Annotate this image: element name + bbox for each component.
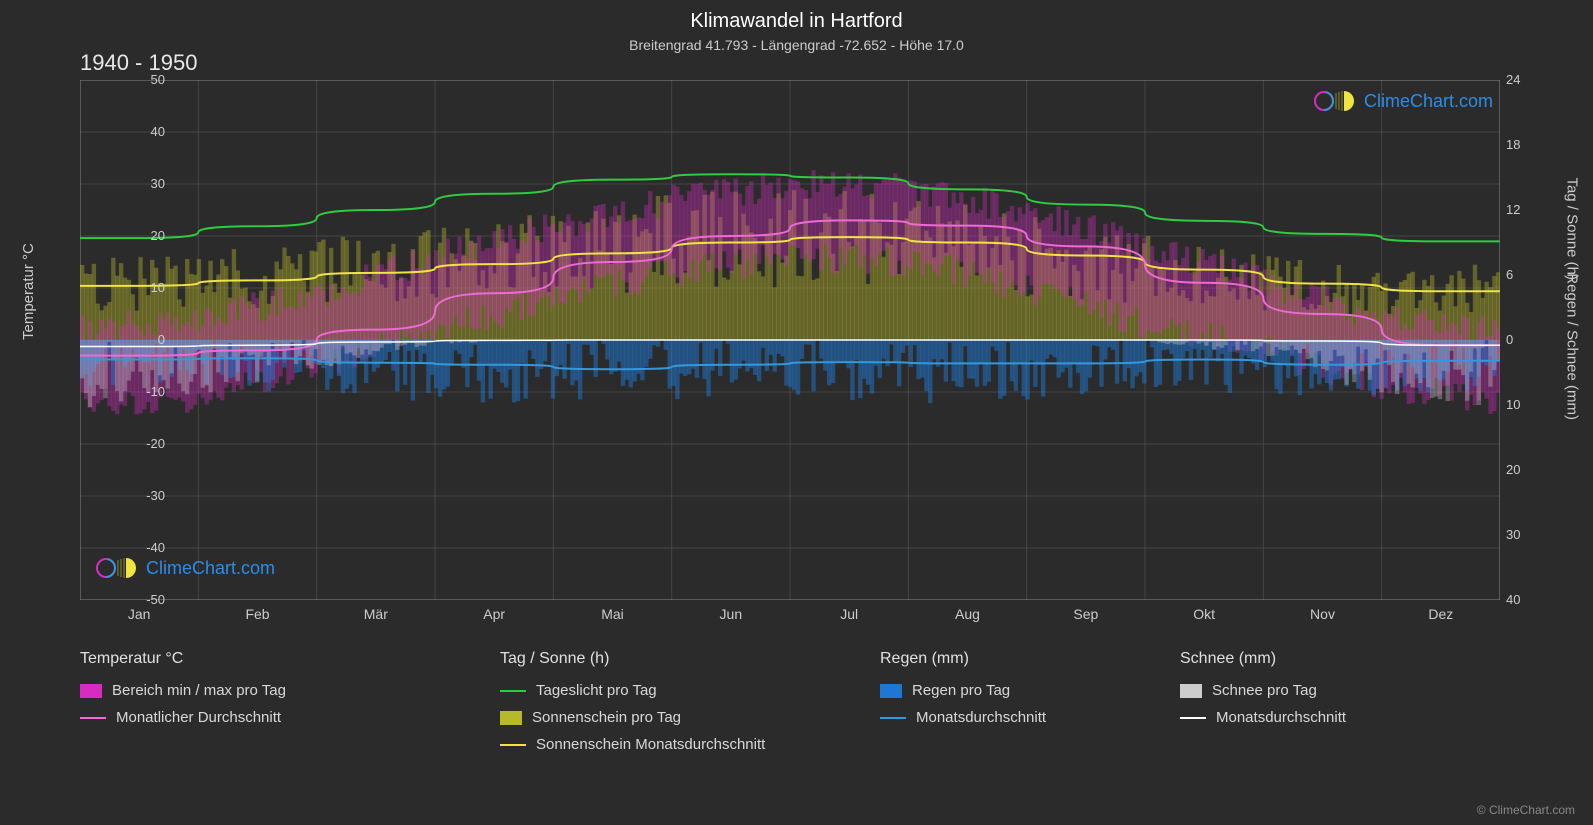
legend-swatch: [80, 717, 106, 719]
x-tick-month: Dez: [1428, 606, 1453, 622]
legend-item: Sonnenschein Monatsdurchschnitt: [500, 736, 880, 753]
legend-label: Tageslicht pro Tag: [536, 682, 657, 699]
legend-label: Schnee pro Tag: [1212, 682, 1317, 699]
brand-watermark-top: ClimeChart.com: [1314, 88, 1493, 114]
legend-col-rain: Regen (mm) Regen pro Tag Monatsdurchschni…: [880, 650, 1180, 753]
legend-item: Bereich min / max pro Tag: [80, 682, 500, 699]
legend-col-snow: Schnee (mm) Schnee pro Tag Monatsdurchsch…: [1180, 650, 1480, 753]
y-tick-right-hours: 24: [1506, 72, 1546, 87]
brand-text: ClimeChart.com: [146, 558, 275, 579]
y-tick-left: 20: [125, 228, 165, 243]
brand-logo-icon: [96, 555, 140, 581]
legend-item: Regen pro Tag: [880, 682, 1180, 699]
legend-item: Tageslicht pro Tag: [500, 682, 880, 699]
x-tick-month: Nov: [1310, 606, 1335, 622]
legend-item: Monatsdurchschnitt: [1180, 709, 1480, 726]
brand-watermark-bottom: ClimeChart.com: [96, 555, 275, 581]
legend-swatch: [500, 711, 522, 725]
y-tick-left: 0: [125, 332, 165, 347]
y-tick-right-mm: 40: [1506, 592, 1546, 607]
y-tick-right-hours: 18: [1506, 137, 1546, 152]
y-tick-left: -40: [125, 540, 165, 555]
y-tick-left: 10: [125, 280, 165, 295]
x-tick-month: Feb: [245, 606, 269, 622]
legend-header: Schnee (mm): [1180, 650, 1480, 668]
x-tick-month: Aug: [955, 606, 980, 622]
y-tick-left: -20: [125, 436, 165, 451]
legend-swatch: [1180, 684, 1202, 698]
legend-label: Sonnenschein Monatsdurchschnitt: [536, 736, 765, 753]
x-tick-month: Okt: [1193, 606, 1215, 622]
legend-label: Sonnenschein pro Tag: [532, 709, 681, 726]
legend-swatch: [500, 690, 526, 692]
y-tick-left: 50: [125, 72, 165, 87]
y-tick-right-mm: 10: [1506, 397, 1546, 412]
legend-label: Regen pro Tag: [912, 682, 1010, 699]
y-axis-right-top-label: Tag / Sonne (h): [1564, 177, 1581, 280]
y-tick-left: 30: [125, 176, 165, 191]
legend-header: Regen (mm): [880, 650, 1180, 668]
legend-swatch: [500, 744, 526, 746]
legend-item: Sonnenschein pro Tag: [500, 709, 880, 726]
brand-text: ClimeChart.com: [1364, 91, 1493, 112]
y-tick-right-hours: 0: [1506, 332, 1546, 347]
legend-header: Temperatur °C: [80, 650, 500, 668]
chart-legend: Temperatur °C Bereich min / max pro Tag M…: [80, 650, 1500, 753]
y-tick-right-hours: 12: [1506, 202, 1546, 217]
x-tick-month: Mai: [601, 606, 624, 622]
y-tick-right-mm: 20: [1506, 462, 1546, 477]
x-tick-month: Jul: [840, 606, 858, 622]
legend-col-daylight: Tag / Sonne (h) Tageslicht pro Tag Sonnen…: [500, 650, 880, 753]
legend-col-temperature: Temperatur °C Bereich min / max pro Tag M…: [80, 650, 500, 753]
chart-svg: [80, 80, 1500, 600]
chart-plot-area: [80, 80, 1500, 600]
y-tick-left: -10: [125, 384, 165, 399]
x-tick-month: Sep: [1073, 606, 1098, 622]
legend-label: Monatlicher Durchschnitt: [116, 709, 281, 726]
legend-swatch: [1180, 717, 1206, 719]
legend-swatch: [880, 717, 906, 719]
x-tick-month: Apr: [483, 606, 505, 622]
y-tick-left: 40: [125, 124, 165, 139]
y-tick-right-mm: 30: [1506, 527, 1546, 542]
y-tick-left: -50: [125, 592, 165, 607]
y-tick-right-hours: 6: [1506, 267, 1546, 282]
legend-swatch: [80, 684, 102, 698]
legend-item: Monatlicher Durchschnitt: [80, 709, 500, 726]
legend-label: Bereich min / max pro Tag: [112, 682, 286, 699]
x-tick-month: Jun: [720, 606, 743, 622]
legend-label: Monatsdurchschnitt: [1216, 709, 1346, 726]
y-axis-left-label: Temperatur °C: [20, 243, 37, 340]
legend-swatch: [880, 684, 902, 698]
chart-title: Klimawandel in Hartford: [0, 0, 1593, 33]
legend-header: Tag / Sonne (h): [500, 650, 880, 668]
chart-subtitle: Breitengrad 41.793 - Längengrad -72.652 …: [0, 37, 1593, 53]
copyright-text: © ClimeChart.com: [1477, 803, 1575, 817]
x-tick-month: Jan: [128, 606, 151, 622]
legend-item: Monatsdurchschnitt: [880, 709, 1180, 726]
legend-label: Monatsdurchschnitt: [916, 709, 1046, 726]
x-tick-month: Mär: [364, 606, 388, 622]
y-tick-left: -30: [125, 488, 165, 503]
legend-item: Schnee pro Tag: [1180, 682, 1480, 699]
y-axis-right-bottom-label: Regen / Schnee (mm): [1564, 273, 1581, 420]
brand-logo-icon: [1314, 88, 1358, 114]
